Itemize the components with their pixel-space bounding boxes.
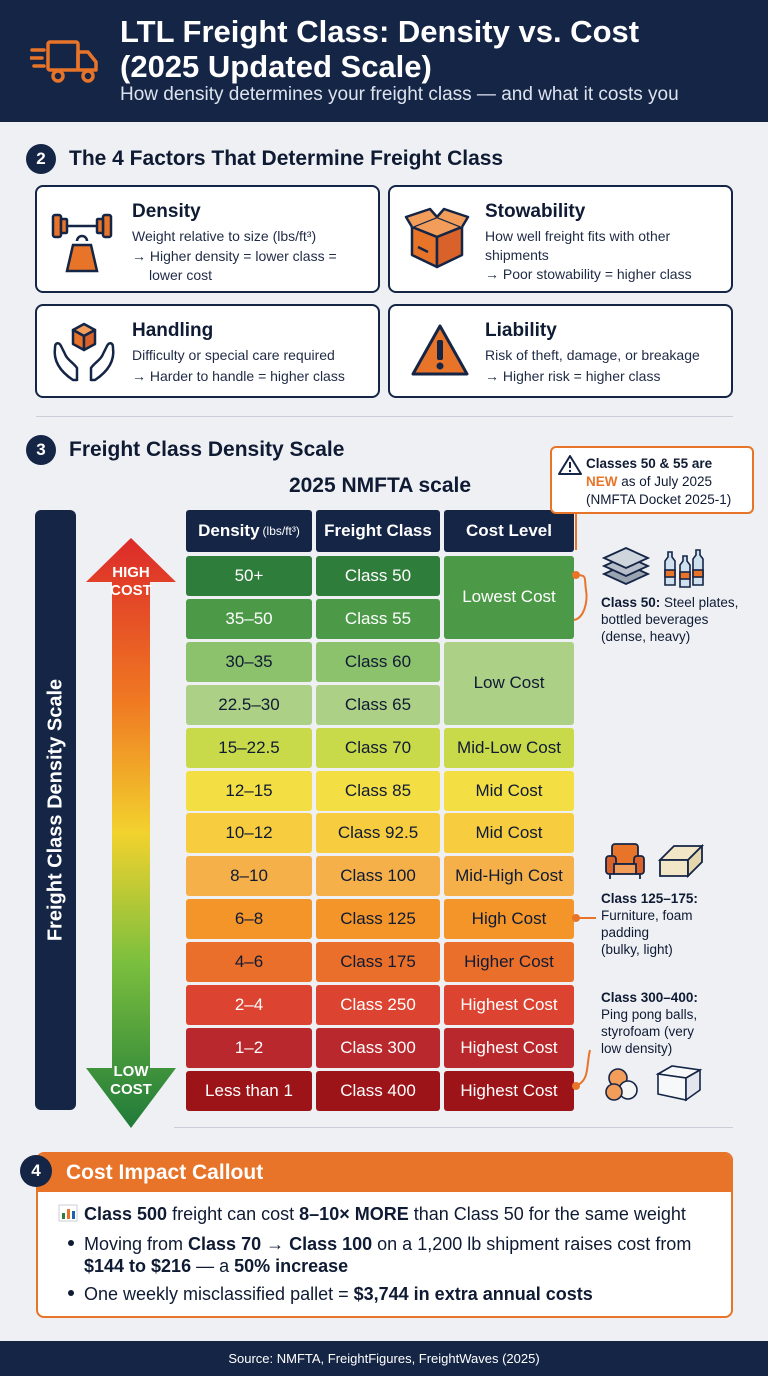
bottles-icon (664, 549, 704, 588)
section-number: 4 (20, 1155, 52, 1187)
section-2-heading: 2 The 4 Factors That Determine Freight C… (26, 144, 503, 174)
column-header-class: Freight Class (316, 510, 440, 552)
factor-description: Weight relative to size (lbs/ft³) (132, 228, 317, 244)
class-cell: Class 100 (316, 856, 440, 897)
section-number: 3 (26, 435, 56, 465)
cost-cell: Highest Cost (444, 985, 574, 1025)
density-cell: Less than 1 (186, 1070, 312, 1111)
class-cell: Class 55 (316, 598, 440, 639)
factor-rule: → Poor stowability = higher class (485, 266, 692, 282)
density-cell: 15–22.5 (186, 727, 312, 768)
density-cell: 2–4 (186, 985, 312, 1025)
section-title: Freight Class Density Scale (69, 438, 345, 461)
cost-gradient-arrow: HIGH COST LOW COST (86, 538, 176, 1128)
class-cell: Class 50 (316, 556, 440, 596)
side-note-class-50: Class 50: Steel plates, bottled beverage… (601, 595, 739, 644)
steel-plates-icon (601, 547, 704, 588)
class-cell: Class 85 (316, 770, 440, 811)
ping-pong-balls-icon (605, 1065, 703, 1102)
cost-cell: High Cost (444, 899, 574, 940)
vertical-scale-label: Freight Class Density Scale (35, 510, 76, 1110)
side-note-class-300-400: Class 300–400: Ping pong balls, styrofoa… (601, 990, 698, 1056)
bar-chart-icon (58, 1204, 78, 1222)
cost-cell: Mid-High Cost (444, 856, 574, 897)
chart-title: 2025 NMFTA scale (288, 474, 472, 497)
styrofoam-box-icon (655, 1065, 703, 1102)
factor-card-stowability: Stowability How well freight fits with o… (388, 185, 733, 293)
new-classes-note: Classes 50 & 55 are NEW as of July 2025 … (550, 446, 754, 514)
factor-title: Stowability (485, 201, 586, 222)
factor-card-handling: Handling Difficulty or special care requ… (35, 304, 380, 398)
box-icon (404, 207, 470, 269)
class-cell: Class 400 (316, 1070, 440, 1111)
class-cell: Class 250 (316, 985, 440, 1025)
callout-line-2: Moving from Class 70 → Class 100 on a 1,… (68, 1233, 691, 1277)
hands-box-icon (53, 322, 115, 382)
cost-cell: Mid Cost (444, 770, 574, 811)
section-title: The 4 Factors That Determine Freight Cla… (69, 147, 504, 170)
armchair-icon (605, 843, 704, 879)
cost-cell: Low Cost (444, 641, 574, 725)
density-cell: 50+ (186, 556, 312, 596)
class-cell: Class 300 (316, 1027, 440, 1068)
factor-description: How well freight fits with other shipmen… (485, 228, 671, 263)
cost-cell: Mid Cost (444, 813, 574, 854)
density-cell: 30–35 (186, 641, 312, 682)
footer-source: Source: NMFTA, FreightFigures, FreightWa… (0, 1341, 768, 1376)
density-cell: 10–12 (186, 813, 312, 854)
factor-description: Difficulty or special care required (132, 347, 335, 363)
density-cell: 8–10 (186, 856, 312, 897)
class-cell: Class 92.5 (316, 813, 440, 854)
warning-icon (558, 455, 582, 475)
cost-cell: Mid-Low Cost (444, 727, 574, 768)
arrow-label-low-cost: LOW COST (110, 1063, 152, 1098)
callout-header: Cost Impact Callout (38, 1154, 731, 1192)
factor-title: Density (132, 201, 201, 222)
density-cell: 22.5–30 (186, 684, 312, 725)
section-3-heading: 3 Freight Class Density Scale (26, 435, 344, 465)
factor-card-density: Density Weight relative to size (lbs/ft³… (35, 185, 380, 293)
factor-rule: → Higher risk = higher class (485, 368, 661, 384)
cost-cell: Lowest Cost (444, 556, 574, 639)
density-cell: 35–50 (186, 598, 312, 639)
side-note-class-125-175: Class 125–175: Furniture, foam padding (… (601, 891, 698, 957)
page-subtitle: How density determines your freight clas… (120, 84, 679, 105)
cost-cell: Highest Cost (444, 1070, 574, 1111)
density-cell: 1–2 (186, 1027, 312, 1068)
divider (174, 1127, 733, 1128)
density-cell: 4–6 (186, 942, 312, 983)
class-cell: Class 175 (316, 942, 440, 983)
factor-rule: → Harder to handle = higher class (132, 368, 345, 384)
density-cell: 12–15 (186, 770, 312, 811)
callout-line-3: One weekly misclassified pallet = $3,744… (68, 1283, 593, 1305)
class-cell: Class 125 (316, 899, 440, 940)
factor-title: Liability (485, 320, 557, 341)
factor-description: Risk of theft, damage, or breakage (485, 347, 700, 363)
density-cell: 6–8 (186, 899, 312, 940)
arrow-label-high-cost: HIGH COST (110, 564, 152, 599)
column-header-density: Density (lbs/ft³) (186, 510, 312, 552)
warning-icon (411, 324, 469, 376)
cost-cell: Higher Cost (444, 942, 574, 983)
header-banner: LTL Freight Class: Density vs. Cost (202… (0, 0, 768, 122)
section-title: Cost Impact Callout (66, 1161, 264, 1184)
factor-card-liability: Liability Risk of theft, damage, or brea… (388, 304, 733, 398)
truck-icon (30, 40, 98, 83)
callout-line-1: Class 500 freight can cost 8–10× MORE th… (58, 1203, 686, 1225)
divider (36, 416, 733, 417)
foam-padding-icon (657, 843, 704, 879)
cost-impact-callout: Cost Impact Callout Class 500 freight ca… (36, 1152, 733, 1318)
connector-lines (572, 514, 596, 1090)
factor-rule: → Higher density = lower class = lower c… (132, 248, 337, 283)
section-number: 2 (26, 144, 56, 174)
class-cell: Class 60 (316, 641, 440, 682)
column-header-cost: Cost Level (444, 510, 574, 552)
class-cell: Class 70 (316, 727, 440, 768)
factor-title: Handling (132, 320, 214, 341)
class-cell: Class 65 (316, 684, 440, 725)
page-title: LTL Freight Class: Density vs. Cost (202… (120, 14, 640, 84)
weight-icon (51, 213, 113, 273)
cost-cell: Highest Cost (444, 1027, 574, 1068)
